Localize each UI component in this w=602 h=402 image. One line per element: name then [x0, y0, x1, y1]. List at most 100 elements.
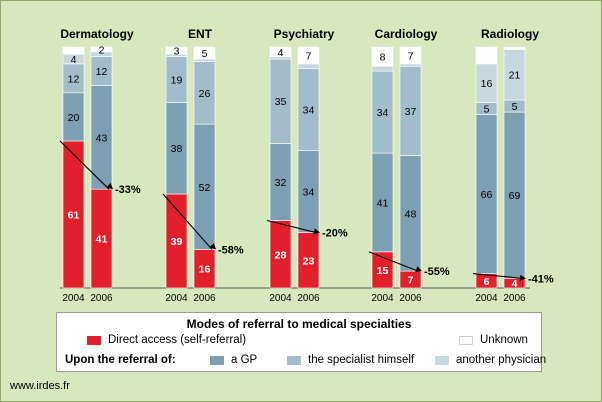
bar-segment-unknown — [193, 46, 216, 60]
x-tick-label: 2004 — [269, 293, 292, 304]
bar-segment-unknown — [399, 46, 422, 65]
change-label: -55% — [424, 266, 450, 278]
change-label: -20% — [322, 228, 348, 240]
bar-value-label: 7 — [408, 275, 414, 287]
legend-swatch-gp — [210, 355, 224, 365]
group-title: Cardiology — [375, 27, 438, 41]
change-label: -33% — [115, 184, 141, 196]
legend-title: Modes of referral to medical specialties — [186, 317, 412, 331]
bar-value-label: 61 — [68, 209, 80, 221]
bar-segment-unknown — [165, 46, 188, 55]
bar-value-label: 16 — [481, 78, 493, 90]
change-arrow-head — [519, 274, 526, 281]
bar-value-label: 43 — [96, 132, 108, 144]
x-tick-label: 2004 — [371, 293, 394, 304]
legend-label-direct: Direct access (self-referral) — [108, 334, 247, 346]
bar-segment-other — [371, 65, 394, 72]
legend-item-direct: Direct access (self-referral) — [87, 334, 246, 346]
bar-value-label: 19 — [171, 75, 183, 87]
legend-item-gp: a GP — [210, 354, 257, 366]
group-title: ENT — [188, 27, 213, 41]
legend-swatch-unknown — [459, 335, 473, 345]
change-arrow-head — [209, 243, 216, 250]
legend-label-unknown: Unknown — [480, 334, 528, 346]
bar-segment-other — [297, 63, 320, 69]
bar-segment-other — [399, 63, 422, 67]
bar-segment-unknown — [269, 46, 292, 57]
bar-value-label: 4 — [71, 54, 77, 66]
bar-segment-unknown — [475, 46, 498, 65]
bar-value-label: 48 — [405, 208, 417, 220]
bar-value-label: 5 — [484, 103, 490, 115]
bar-value-label: 32 — [275, 177, 287, 189]
bar-value-label: 52 — [199, 182, 211, 194]
change-arrow-line — [162, 193, 213, 250]
bar-value-label: 4 — [512, 278, 518, 290]
bar-value-label: 41 — [377, 197, 389, 209]
x-tick-label: 2004 — [62, 293, 85, 304]
bar-value-label: 12 — [96, 66, 108, 78]
change-label: -41% — [528, 273, 554, 285]
bar-value-label: 16 — [199, 264, 211, 276]
bar-value-label: 34 — [303, 105, 315, 117]
bar-value-label: 7 — [408, 50, 414, 62]
legend-swatch-direct — [87, 335, 101, 345]
bar-value-label: 6 — [484, 276, 490, 288]
legend-prefix: Upon the referral of: — [65, 354, 176, 366]
bar-segment-unknown — [62, 46, 85, 55]
x-tick-label: 2006 — [90, 293, 113, 304]
bar-value-label: 12 — [68, 73, 80, 85]
change-arrow-head — [313, 228, 320, 235]
x-tick-label: 2006 — [193, 293, 216, 304]
legend-swatch-other — [435, 355, 449, 365]
source-credit: www.irdes.fr — [10, 380, 70, 392]
bar-segment-unknown — [371, 46, 394, 67]
bar-value-label: 28 — [275, 249, 287, 261]
change-arrow-line — [266, 219, 317, 234]
group-title: Psychiatry — [274, 27, 335, 41]
bar-value-label: 5 — [512, 101, 518, 113]
legend-item-other: another physician — [435, 354, 546, 366]
bar-value-label: 23 — [303, 255, 315, 267]
group-title: Dermatology — [60, 27, 134, 41]
x-tick-label: 2004 — [475, 293, 498, 304]
bar-value-label: 35 — [275, 96, 287, 108]
change-arrow-line — [59, 140, 110, 190]
bar-value-label: 8 — [380, 52, 386, 64]
x-tick-label: 2006 — [399, 293, 422, 304]
bar-value-label: 20 — [68, 112, 80, 124]
change-arrow-line — [368, 251, 419, 272]
bar-value-label: 4 — [278, 47, 284, 59]
bar-value-label: 7 — [306, 50, 312, 62]
bar-segment-unknown — [90, 46, 113, 53]
bar-segment-unknown — [297, 46, 320, 65]
legend-label-other: another physician — [456, 354, 547, 366]
bar-value-label: 39 — [171, 236, 183, 248]
x-tick-label: 2006 — [503, 293, 526, 304]
legend-item-specialist: the specialist himself — [287, 354, 414, 366]
bar-value-label: 5 — [202, 48, 208, 60]
bar-value-label: 34 — [377, 107, 389, 119]
bar-segment-unknown — [503, 46, 526, 50]
bar-value-label: 66 — [481, 189, 493, 201]
bar-value-label: 2 — [99, 44, 105, 56]
legend-label-specialist: the specialist himself — [308, 354, 415, 366]
bar-value-label: 21 — [509, 70, 521, 82]
bar-value-label: 34 — [303, 187, 315, 199]
legend-item-unknown: Unknown — [459, 334, 528, 346]
change-arrow-head — [106, 182, 113, 190]
change-arrow-line — [472, 272, 523, 279]
x-tick-label: 2006 — [297, 293, 320, 304]
legend: Modes of referral to medical specialties… — [56, 312, 546, 372]
group-title: Radiology — [481, 27, 539, 41]
bar-value-label: 41 — [96, 234, 108, 246]
change-arrow-head — [415, 266, 422, 272]
bar-value-label: 15 — [377, 265, 389, 277]
bar-value-label: 69 — [509, 190, 521, 202]
bar-value-label: 3 — [174, 46, 180, 58]
legend-label-gp: a GP — [231, 354, 258, 366]
bar-value-label: 26 — [199, 88, 211, 100]
bar-value-label: 37 — [405, 106, 417, 118]
legend-swatch-specialist — [287, 355, 301, 365]
